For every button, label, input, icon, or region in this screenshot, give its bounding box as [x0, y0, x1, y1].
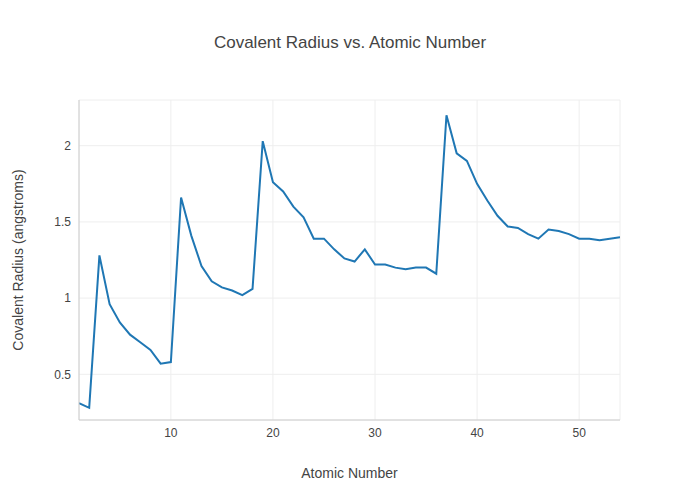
- svg-text:30: 30: [368, 426, 382, 440]
- svg-text:1.5: 1.5: [54, 215, 71, 229]
- svg-text:0.5: 0.5: [54, 368, 71, 382]
- html-text:Covalent Radius vs. Atomic Num: Covalent Radius vs. Atomic Number: [213, 33, 486, 52]
- svg-text:1: 1: [64, 291, 71, 305]
- svg-text:Atomic Number: Atomic Number: [301, 465, 398, 481]
- svg-text:Covalent Radius (angstroms): Covalent Radius (angstroms): [10, 169, 26, 350]
- svg-text:20: 20: [266, 426, 280, 440]
- svg-text:40: 40: [470, 426, 484, 440]
- svg-text:2: 2: [64, 139, 71, 153]
- svg-text:50: 50: [572, 426, 586, 440]
- svg-text:10: 10: [164, 426, 178, 440]
